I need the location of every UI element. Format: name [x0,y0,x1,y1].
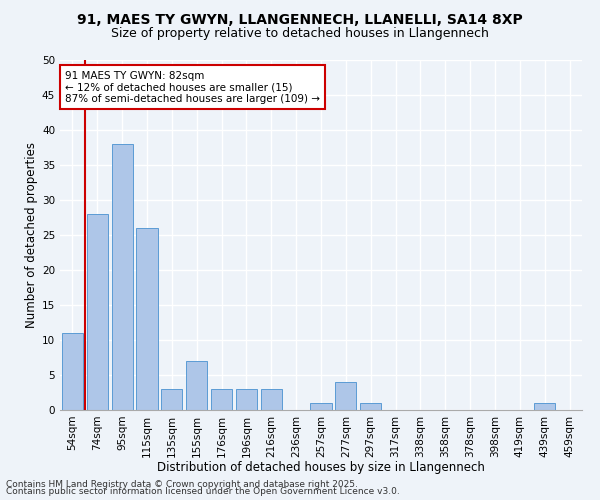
Bar [211,389,232,410]
X-axis label: Distribution of detached houses by size in Llangennech: Distribution of detached houses by size … [157,461,485,474]
Bar [161,389,182,410]
Y-axis label: Number of detached properties: Number of detached properties [25,142,38,328]
Bar [87,214,108,410]
Bar [136,228,158,410]
Bar [534,403,555,410]
Bar [236,389,257,410]
Bar [335,382,356,410]
Bar [261,389,282,410]
Text: Contains HM Land Registry data © Crown copyright and database right 2025.: Contains HM Land Registry data © Crown c… [6,480,358,489]
Text: Size of property relative to detached houses in Llangennech: Size of property relative to detached ho… [111,28,489,40]
Bar [62,333,83,410]
Text: Contains public sector information licensed under the Open Government Licence v3: Contains public sector information licen… [6,488,400,496]
Bar [310,403,332,410]
Text: 91, MAES TY GWYN, LLANGENNECH, LLANELLI, SA14 8XP: 91, MAES TY GWYN, LLANGENNECH, LLANELLI,… [77,12,523,26]
Bar [186,361,207,410]
Bar [360,403,381,410]
Text: 91 MAES TY GWYN: 82sqm
← 12% of detached houses are smaller (15)
87% of semi-det: 91 MAES TY GWYN: 82sqm ← 12% of detached… [65,70,320,104]
Bar [112,144,133,410]
